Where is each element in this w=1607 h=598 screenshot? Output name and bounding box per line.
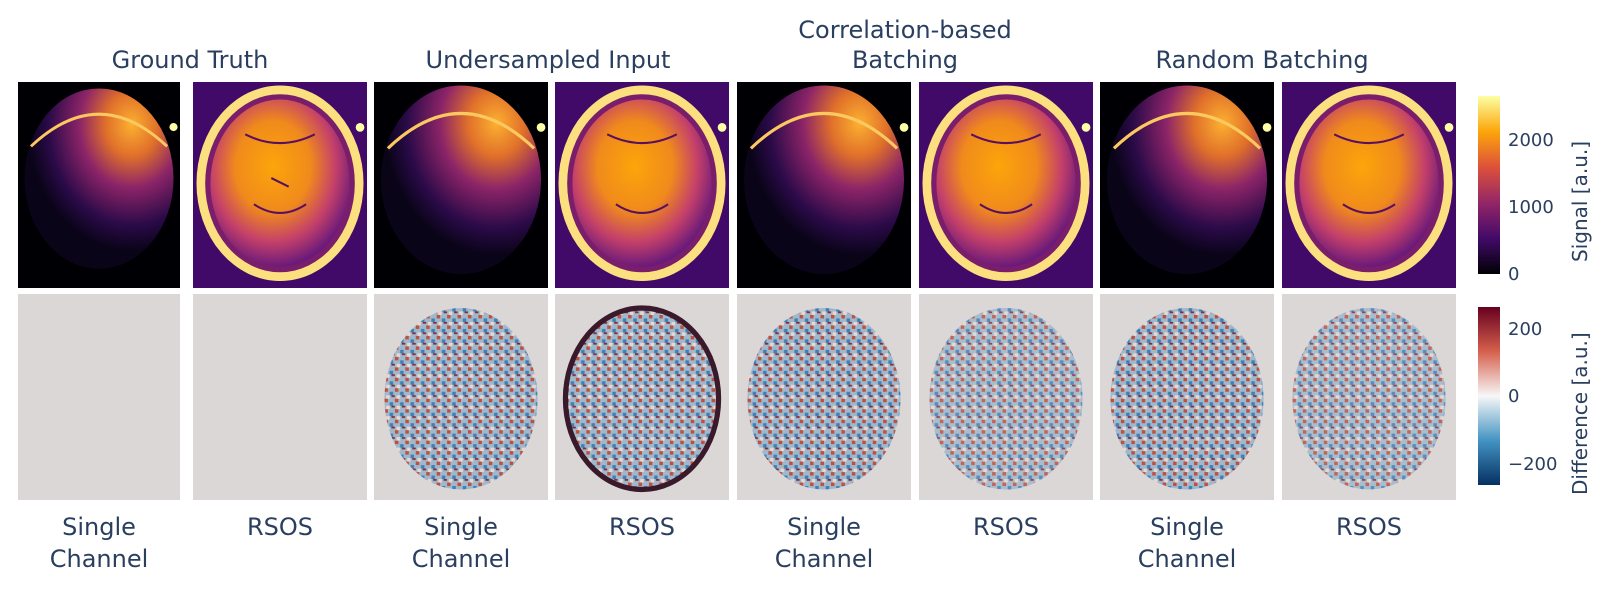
signal-tick-0: 0 [1508,264,1520,285]
signal-tick-1000: 1000 [1508,197,1554,218]
diff-gt-rsos [193,294,367,500]
image-gt-single [18,82,180,288]
image-random-single [1100,82,1274,288]
difference-tick-minus-200: −200 [1508,454,1558,475]
title-random-batching: Random Batching [1155,46,1369,74]
signal-colorbar-title: Signal [a.u.] [1568,140,1592,262]
title-correlation-line1: Correlation-based [798,16,1012,44]
diff-random-single [1100,294,1274,500]
difference-colorbar [1478,307,1500,485]
image-correlation-rsos [919,82,1093,288]
label-correlation-rsos: RSOS [972,513,1040,541]
label-undersampled-rsos: RSOS [608,513,676,541]
diff-correlation-rsos [919,294,1093,500]
diff-random-rsos [1282,294,1456,500]
signal-colorbar [1478,96,1500,274]
image-undersampled-rsos [555,82,729,288]
image-correlation-single [737,82,911,288]
label-random-single: Single Channel [1137,513,1237,573]
title-ground-truth: Ground Truth [111,46,269,74]
diff-undersampled-single [374,294,548,500]
diff-correlation-single [737,294,911,500]
difference-tick-200: 200 [1508,319,1543,340]
diff-gt-single [18,294,180,500]
difference-colorbar-title: Difference [a.u.] [1568,332,1592,495]
label-correlation-single: Single Channel [774,513,874,573]
label-undersampled-single: Single Channel [411,513,511,573]
image-undersampled-single [374,82,548,288]
label-random-rsos: RSOS [1335,513,1403,541]
label-gt-single: Single Channel [49,513,149,573]
difference-tick-0: 0 [1508,386,1520,407]
image-gt-rsos [193,82,367,288]
image-random-rsos [1282,82,1456,288]
signal-tick-2000: 2000 [1508,130,1554,151]
title-correlation-line2: Batching [851,46,959,74]
diff-undersampled-rsos [555,294,729,500]
title-undersampled-input: Undersampled Input [425,46,671,74]
label-gt-rsos: RSOS [246,513,314,541]
